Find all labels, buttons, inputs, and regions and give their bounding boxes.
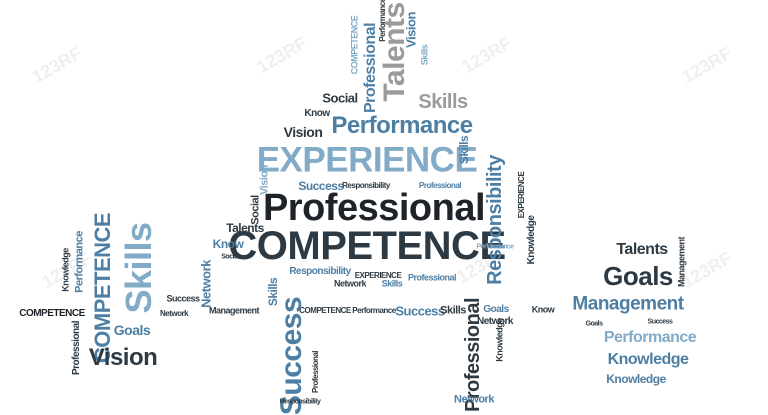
word-skills: Skills: [419, 44, 430, 66]
word-competence: COMPETENCE: [228, 224, 506, 268]
word-knowledge: Knowledge: [60, 248, 71, 292]
word-performance: Performance: [378, 0, 387, 42]
word-professional: Professional: [362, 22, 379, 114]
word-performance: Performance: [603, 329, 697, 346]
word-knowledge: Knowledge: [526, 215, 537, 265]
word-success: Success: [647, 318, 673, 326]
watermark: 123RF: [253, 32, 311, 78]
word-goals: Goals: [483, 304, 509, 315]
word-talents: Talents: [616, 241, 668, 258]
word-knowledge: Knowledge: [606, 372, 666, 386]
word-skills: Skills: [381, 278, 403, 289]
word-management: Management: [208, 305, 260, 316]
word-experience: EXPERIENCE: [517, 171, 526, 219]
word-competence: COMPETENCE: [349, 15, 360, 75]
word-success: Success: [275, 296, 308, 415]
word-professional: Professional: [418, 181, 462, 190]
word-skills: Skills: [118, 222, 159, 314]
word-experience: EXPERIENCE: [256, 140, 478, 180]
word-professional: Professional: [407, 272, 457, 283]
word-knowledge: Knowledge: [494, 318, 505, 362]
word-goals: Goals: [113, 322, 151, 338]
word-vision: Vision: [283, 124, 323, 140]
word-skills: Skills: [440, 304, 466, 317]
watermark: 123RF: [678, 247, 736, 293]
word-responsibility: Responsibility: [279, 398, 321, 406]
word-vision: Vision: [88, 344, 158, 371]
word-skills: Skills: [457, 135, 471, 165]
word-knowledge: Knowledge: [607, 351, 689, 368]
word-social: Social: [221, 253, 239, 261]
word-professional: Professional: [71, 320, 82, 376]
word-vision: Vision: [258, 165, 271, 195]
word-goals: Goals: [585, 320, 603, 328]
word-goals: Goals: [603, 261, 673, 291]
word-know: Know: [531, 304, 555, 315]
word-know: Know: [212, 237, 244, 251]
word-network: Network: [477, 316, 513, 327]
watermark: 123RF: [458, 32, 516, 78]
word-performance: Performance: [352, 306, 396, 315]
word-success: Success: [166, 293, 200, 304]
word-professional: Professional: [262, 187, 486, 229]
word-know: Know: [304, 108, 330, 119]
word-success: Success: [395, 303, 445, 319]
word-talents: Talents: [226, 221, 264, 235]
word-responsibility: Responsibility: [342, 181, 390, 190]
word-management: Management: [676, 236, 687, 288]
word-responsibility: Responsibility: [289, 266, 351, 277]
word-competence: COMPETENCE: [299, 306, 351, 315]
word-network: Network: [159, 309, 189, 318]
word-network: Network: [333, 278, 367, 289]
word-network: Network: [198, 260, 214, 308]
word-skills: Skills: [418, 91, 468, 113]
word-professional: Professional: [311, 350, 320, 394]
word-performance: Performance: [331, 112, 473, 139]
word-success: Success: [298, 179, 344, 193]
word-vision: Vision: [403, 12, 419, 48]
word-experience: EXPERIENCE: [354, 271, 402, 280]
word-competence: COMPETENCE: [19, 308, 85, 319]
word-performance: Performance: [73, 231, 86, 293]
word-social: Social: [322, 90, 358, 106]
word-performance: Performance: [476, 243, 514, 251]
word-competence: COMPETENCE: [90, 212, 115, 364]
word-responsibility: Responsibility: [484, 155, 506, 285]
watermark: 123RF: [28, 42, 86, 88]
watermark: 123RF: [678, 42, 736, 88]
word-management: Management: [572, 293, 684, 315]
word-network: Network: [454, 393, 494, 406]
